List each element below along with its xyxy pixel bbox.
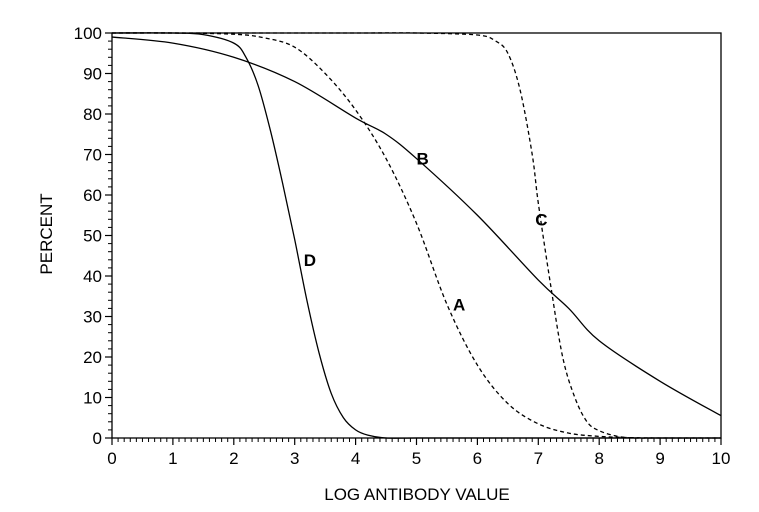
curve-c xyxy=(112,32,721,439)
curve-label-c: C xyxy=(535,210,547,229)
curve-label-a: A xyxy=(453,295,465,314)
x-tick-label: 0 xyxy=(107,449,116,468)
x-tick-label: 3 xyxy=(290,449,299,468)
plot-frame xyxy=(111,32,722,439)
curves-group xyxy=(111,32,722,439)
y-tick-label: 60 xyxy=(83,186,102,205)
y-tick-label: 40 xyxy=(83,267,102,286)
curve-labels-group: A B C D xyxy=(304,150,548,315)
y-tick-label: 70 xyxy=(83,146,102,165)
x-tick-label: 9 xyxy=(655,449,664,468)
y-tick-label: 0 xyxy=(93,429,102,448)
x-axis-title: LOG ANTIBODY VALUE xyxy=(324,485,510,504)
x-tick-label: 1 xyxy=(168,449,177,468)
y-tick-label: 80 xyxy=(83,105,102,124)
x-tick-label: 4 xyxy=(351,449,360,468)
y-tick-label: 50 xyxy=(83,227,102,246)
curve-label-b: B xyxy=(416,150,428,169)
x-tick-label: 10 xyxy=(712,449,731,468)
y-tick-label: 20 xyxy=(83,348,102,367)
y-tick-label: 10 xyxy=(83,389,102,408)
curve-label-d: D xyxy=(304,251,316,270)
y-axis-title: PERCENT xyxy=(37,193,56,274)
x-tick-label: 2 xyxy=(229,449,238,468)
y-tick-label: 30 xyxy=(83,308,102,327)
y-tick-label: 90 xyxy=(83,65,102,84)
x-tick-label: 5 xyxy=(412,449,421,468)
x-tick-label: 7 xyxy=(534,449,543,468)
x-tick-label: 6 xyxy=(473,449,482,468)
y-tick-label: 100 xyxy=(74,24,102,43)
x-tick-label: 8 xyxy=(594,449,603,468)
curve-a xyxy=(111,32,722,439)
curve-b xyxy=(111,36,722,417)
curve-d xyxy=(111,32,721,439)
